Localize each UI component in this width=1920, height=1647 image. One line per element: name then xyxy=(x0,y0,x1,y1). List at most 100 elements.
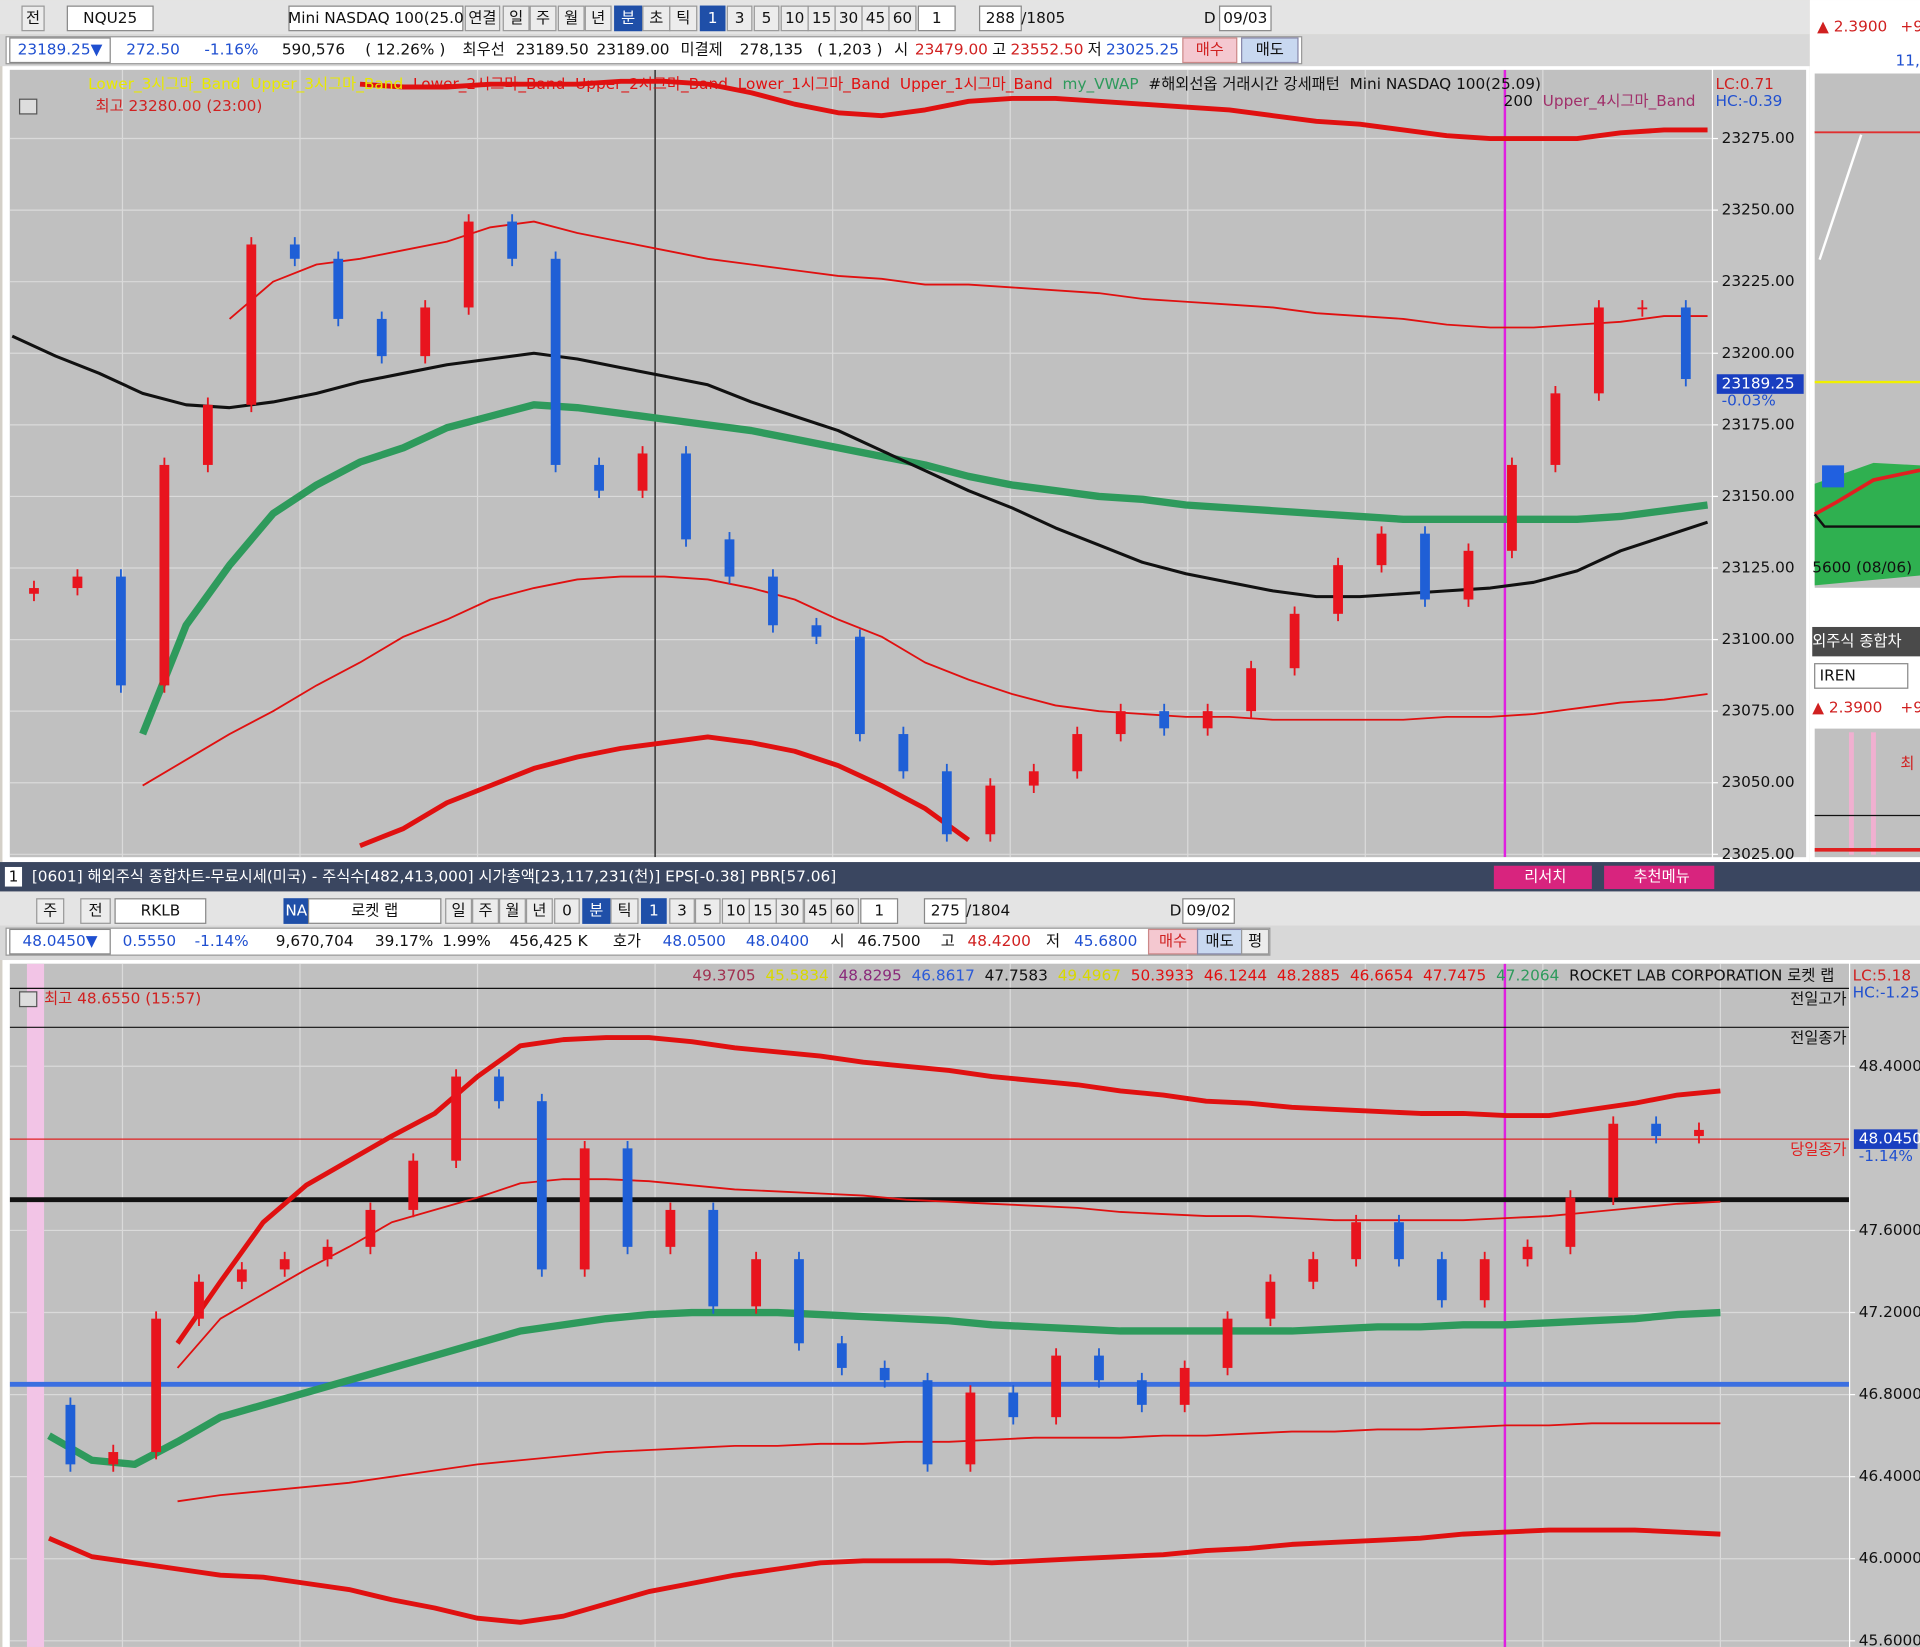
toolbar-label: 30 xyxy=(839,9,858,27)
toolbar-button xyxy=(9,928,111,955)
toolbar-button[interactable] xyxy=(669,5,698,32)
level-label: 전일종가 xyxy=(1790,1029,1846,1047)
legend-entry: #해외선옵 거래시간 강세패턴 xyxy=(1148,75,1339,93)
toolbar-label: 48.0400 xyxy=(746,932,809,950)
side-symbol-box xyxy=(1814,663,1909,689)
research-button[interactable] xyxy=(1493,865,1592,890)
toolbar-label: 15 xyxy=(812,9,831,27)
toolbar-button[interactable] xyxy=(748,898,777,924)
toolbar-button[interactable] xyxy=(36,898,65,924)
side-text: ▲ 2.3900 xyxy=(1812,698,1882,716)
toolbar-button[interactable] xyxy=(807,5,836,32)
toolbar-button[interactable] xyxy=(464,5,501,32)
toolbar-button[interactable] xyxy=(803,898,833,924)
candle xyxy=(536,1101,547,1270)
toolbar-label: 9,670,704 xyxy=(276,932,354,950)
toolbar-label: 09/03 xyxy=(1223,9,1267,27)
toolbar-button[interactable] xyxy=(525,898,553,924)
toolbar-label: 저 xyxy=(1046,932,1060,950)
candle xyxy=(376,318,387,357)
toolbar-label: 시 xyxy=(831,932,845,950)
toolbar-button xyxy=(307,898,442,924)
toolbar-label: 저 xyxy=(1088,41,1102,59)
toolbar-button[interactable] xyxy=(610,898,639,924)
candle xyxy=(116,576,126,686)
toolbar-label: 23189.25▼ xyxy=(18,41,103,59)
toolbar-button xyxy=(114,898,207,924)
y-tick-label: 45.6000 xyxy=(1859,1631,1920,1647)
toolbar-button xyxy=(9,37,111,64)
candle xyxy=(202,404,213,465)
toolbar-label: ( 1,203 ) xyxy=(817,41,882,59)
toolbar-button[interactable] xyxy=(502,5,530,32)
legend-entry: ROCKET LAB CORPORATION 로켓 랩 xyxy=(1569,966,1834,984)
candle xyxy=(879,1367,890,1381)
toolbar-label: 월 xyxy=(564,9,578,27)
toolbar-button[interactable] xyxy=(80,898,111,924)
toolbar-button[interactable] xyxy=(582,898,611,924)
side-text: ▲ 2.3900 xyxy=(1817,17,1887,35)
toolbar-button[interactable] xyxy=(641,898,667,924)
y-tick-label: 46.4000 xyxy=(1859,1467,1920,1485)
toolbar-button[interactable] xyxy=(554,898,580,924)
candle xyxy=(1072,734,1083,772)
y-tick-label: 23250.00 xyxy=(1722,201,1795,219)
toolbar-label: ( 12.26% ) xyxy=(365,41,445,59)
band-line xyxy=(47,1308,1721,1469)
toolbar-button[interactable] xyxy=(780,5,809,32)
side-text: +9 xyxy=(1900,698,1920,716)
band-line xyxy=(48,1527,1721,1625)
legend-entry: 46.1244 xyxy=(1204,966,1267,984)
toolbar-button[interactable] xyxy=(830,898,859,924)
toolbar-label: 시 xyxy=(894,41,908,59)
toolbar-button[interactable] xyxy=(614,5,643,32)
toolbar-button[interactable] xyxy=(1241,928,1270,955)
toolbar-button[interactable] xyxy=(753,5,780,32)
candle xyxy=(1420,533,1430,600)
toolbar-button[interactable] xyxy=(1182,37,1238,64)
toolbar-label: 272.50 xyxy=(126,41,180,59)
toolbar-button[interactable] xyxy=(775,898,804,924)
toolbar-button[interactable] xyxy=(445,898,473,924)
toolbar-button[interactable] xyxy=(1147,928,1199,955)
toolbar-label: 10 xyxy=(726,902,745,920)
toolbar-button[interactable] xyxy=(21,5,45,32)
candle xyxy=(1376,533,1387,566)
price-axis xyxy=(1713,69,1807,858)
toolbar-button[interactable] xyxy=(1241,37,1299,64)
candle xyxy=(1351,1222,1362,1260)
toolbar-button[interactable] xyxy=(726,5,753,32)
toolbar-button[interactable] xyxy=(699,5,726,32)
toolbar-button[interactable] xyxy=(888,5,917,32)
toolbar-button[interactable] xyxy=(472,898,499,924)
toolbar-button[interactable] xyxy=(498,898,526,924)
toolbar-button[interactable] xyxy=(557,5,585,32)
toolbar-label: 48.4200 xyxy=(968,932,1031,950)
top-info-box xyxy=(5,36,1303,65)
toolbar-label: 틱 xyxy=(617,902,631,920)
toolbar-button[interactable] xyxy=(642,5,671,32)
toolbar-label: 주 xyxy=(478,902,492,920)
toolbar-button[interactable] xyxy=(529,5,557,32)
candle xyxy=(1608,1123,1619,1198)
toolbar-label: 39.17% xyxy=(375,932,433,950)
candle xyxy=(1179,1367,1190,1405)
legend-entry: 48.2885 xyxy=(1277,966,1340,984)
candle xyxy=(72,576,83,589)
toolbar-label: 미결제 xyxy=(681,41,723,59)
candle xyxy=(1479,1259,1490,1301)
toolbar-button[interactable] xyxy=(584,5,612,32)
menu-button[interactable] xyxy=(1604,865,1715,890)
toolbar-button[interactable] xyxy=(834,5,863,32)
candle xyxy=(463,221,474,308)
toolbar-label: 주 xyxy=(536,9,550,27)
toolbar-label: 3 xyxy=(677,902,687,920)
candle xyxy=(1308,1259,1319,1282)
candle xyxy=(1436,1259,1447,1301)
side-stripe xyxy=(1848,732,1854,855)
side-candle xyxy=(1822,465,1845,488)
toolbar-button[interactable] xyxy=(694,898,721,924)
toolbar-label: 매도 xyxy=(1206,932,1234,950)
toolbar-button[interactable] xyxy=(669,898,695,924)
toolbar-label: 전 xyxy=(88,902,102,920)
